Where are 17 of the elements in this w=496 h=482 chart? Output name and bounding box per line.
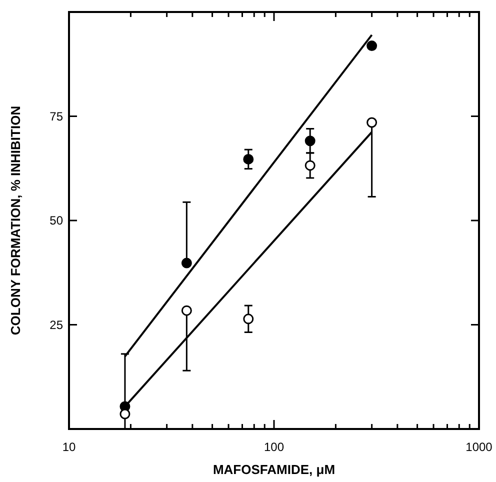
y-tick-label: 25 <box>50 318 64 332</box>
y-tick-label: 50 <box>50 214 64 228</box>
point <box>181 258 192 268</box>
point <box>366 117 378 128</box>
point <box>181 305 192 316</box>
x-axis-title: MAFOSFAMIDE, μM <box>212 462 336 477</box>
point <box>120 408 130 420</box>
point <box>304 136 316 146</box>
x-tick-label: 100 <box>264 440 284 454</box>
point <box>243 314 254 324</box>
x-tick-label: 10 <box>62 440 76 454</box>
y-axis-title: COLONY FORMATION, % INHIBITION <box>8 106 23 336</box>
point <box>304 160 316 171</box>
y-tick-label: 75 <box>50 109 64 124</box>
point <box>243 154 254 164</box>
point <box>366 40 378 52</box>
x-tick-label: 1000 <box>466 440 493 454</box>
